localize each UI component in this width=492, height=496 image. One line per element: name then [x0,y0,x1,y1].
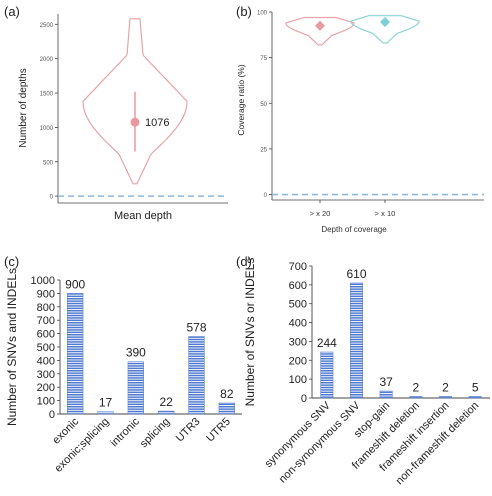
bar-value-label: 900 [65,277,85,291]
y-tick-label: 1000 [31,275,55,287]
median-point [130,117,140,127]
y-tick-label: 400 [37,355,55,367]
bar-value-label: 5 [472,381,479,395]
x-tick-label: UTR5 [204,416,233,445]
y-tick-label: 50 [260,102,267,108]
y-axis-title: Number of depths [18,68,29,148]
panel-label-a: (a) [4,4,20,19]
chart-a: 0 500 1000 1500 2000 2500 1076 Mean depth Number… [18,14,228,222]
y-tick-label: 2000 [40,57,54,63]
bar [218,402,235,415]
y-tick-label: 100 [289,374,307,386]
y-tick-label: 700 [289,261,307,273]
x-tick-label: > x 10 [375,209,396,218]
bar-value-label: 390 [126,346,146,360]
y-tick-label: 0 [301,393,307,405]
violin-mean-depth [82,18,188,185]
y-axis-title: Number of SNVs or INDELs [243,258,257,407]
bar-value-label: 2 [442,381,449,395]
y-tick-label: 500 [289,299,307,311]
violin-group [350,15,420,44]
y-axis-title: Number of SNVs and INDELs [5,268,19,426]
bar [188,336,205,415]
y-tick-label: 700 [37,315,55,327]
bar-value-label: 22 [159,395,173,409]
y-tick-label: 200 [37,382,55,394]
bar-value-label: 610 [346,267,366,281]
bar-value-label: 37 [379,375,393,389]
panel-label-d: (d) [236,254,252,269]
median-point [315,20,325,31]
bar [158,410,175,415]
bar-value-label: 82 [220,387,234,401]
median-label: 1076 [145,117,169,129]
bar [97,411,114,415]
y-axis-title: Coverage ratio (%) [236,64,246,136]
bar [379,390,393,399]
chart-b: 0 25 50 75 100 > x 20 > x 10 Depth of coverage C… [236,11,484,234]
y-tick-label: 600 [289,280,307,292]
bar [439,396,452,399]
y-tick-label: 0 [264,193,268,199]
y-tick-label: 600 [37,329,55,341]
y-tick-label: 100 [37,396,55,408]
bar-value-label: 578 [186,321,206,335]
bar [127,361,144,415]
panel-label-c: (c) [4,254,20,269]
x-axis-title: Depth of coverage [321,225,387,234]
bar [320,351,334,399]
panel-label-b: (b) [236,4,252,19]
x-tick-label: splicing [138,416,172,450]
y-tick-label: 500 [37,342,55,354]
y-tick-label: 200 [289,355,307,367]
y-tick-label: 1500 [40,92,54,98]
y-tick-label: 0 [50,195,54,201]
median-point [380,17,390,28]
y-tick-label: 0 [49,409,55,421]
x-tick-label: intronic [108,415,142,449]
bar [409,396,423,399]
y-tick-label: 100 [257,11,268,17]
y-tick-label: 25 [260,147,267,153]
x-tick-label: > x 20 [310,209,331,218]
violin-group [285,16,355,46]
y-tick-label: 75 [260,56,267,62]
x-tick-label: exonic;splicing [53,416,112,475]
y-tick-label: 2500 [40,23,54,29]
bar [468,396,482,399]
y-tick-label: 400 [289,318,307,330]
bar-value-label: 244 [317,336,337,350]
y-tick-label: 300 [37,369,55,381]
bar [67,293,84,415]
bar-value-label: 2 [412,381,419,395]
x-axis-title: Mean depth [114,210,172,222]
y-tick-label: 300 [289,336,307,348]
y-tick-label: 800 [37,302,55,314]
y-tick-label: 900 [37,288,55,300]
x-tick-label: UTR3 [174,416,203,445]
y-tick-label: 500 [43,160,54,166]
y-tick-label: 1000 [40,126,54,132]
bar [350,282,363,399]
bar-value-label: 17 [99,396,113,410]
